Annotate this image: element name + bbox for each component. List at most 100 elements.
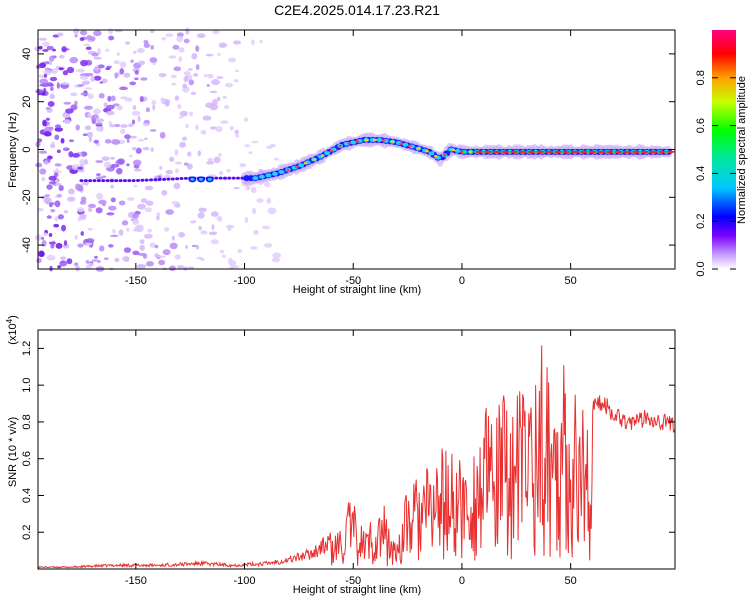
noise-speckle bbox=[133, 184, 138, 188]
ridge-core bbox=[183, 176, 188, 180]
noise-speckle bbox=[164, 227, 170, 232]
ridge-peak bbox=[553, 150, 562, 154]
noise-speckle bbox=[123, 72, 131, 78]
ridge-peak bbox=[407, 144, 412, 148]
ridge-mid bbox=[663, 149, 670, 154]
noise-speckle bbox=[56, 32, 64, 37]
noise-speckle bbox=[108, 35, 115, 41]
noise-speckle bbox=[110, 234, 119, 238]
noise-speckle bbox=[186, 163, 193, 170]
colorbar: 0.0 0.2 0.4 0.6 0.8 Normalized spectral ampl… bbox=[695, 30, 748, 277]
noise-speckle bbox=[93, 75, 102, 81]
ridge-peak bbox=[381, 139, 386, 142]
noise-speckle bbox=[134, 77, 139, 81]
noise-speckle bbox=[149, 129, 157, 132]
snr-x-label: Height of straight line (km) bbox=[293, 584, 421, 596]
noise-speckle bbox=[219, 249, 225, 254]
noise-speckle bbox=[51, 141, 55, 145]
noise-speckle bbox=[165, 33, 174, 38]
noise-speckle bbox=[211, 224, 215, 231]
noise-speckle bbox=[124, 97, 133, 102]
ridge-peak bbox=[527, 150, 536, 154]
noise-speckle bbox=[45, 107, 51, 110]
noise-speckle bbox=[156, 215, 160, 221]
noise-speckle bbox=[253, 229, 259, 236]
noise-speckle bbox=[56, 149, 61, 154]
ridge-core bbox=[170, 177, 175, 181]
figure-title: C2E4.2025.014.17.23.R21 bbox=[274, 2, 440, 18]
ridge-peak bbox=[416, 147, 421, 150]
spectrogram-y-label: Frequency (Hz) bbox=[7, 112, 19, 188]
noise-speckle bbox=[55, 195, 61, 198]
noise-speckle bbox=[101, 156, 110, 161]
noise-speckle bbox=[250, 246, 258, 250]
ridge-core bbox=[162, 177, 167, 181]
noise-speckle bbox=[179, 110, 188, 117]
noise-speckle bbox=[73, 28, 80, 34]
ridge-peak bbox=[510, 150, 519, 154]
noise-speckle bbox=[54, 216, 59, 222]
ridge-peak bbox=[614, 150, 623, 154]
noise-speckle bbox=[217, 52, 221, 56]
ridge-mid bbox=[258, 174, 265, 179]
ridge-core bbox=[114, 179, 119, 183]
noise-speckle bbox=[74, 234, 78, 240]
noise-speckle bbox=[125, 259, 130, 262]
noise-speckle bbox=[173, 182, 181, 190]
noise-speckle bbox=[108, 205, 117, 211]
noise-speckle bbox=[92, 114, 99, 120]
noise-speckle bbox=[54, 200, 61, 208]
colorbar-gradient bbox=[712, 30, 736, 269]
ridge-core bbox=[101, 179, 106, 183]
noise-speckle bbox=[244, 144, 251, 148]
noise-speckle bbox=[224, 82, 234, 88]
ridge-peak bbox=[518, 150, 527, 154]
ridge-core bbox=[144, 178, 149, 182]
noise-speckle bbox=[79, 37, 85, 42]
noise-speckle bbox=[76, 68, 86, 73]
noise-speckle bbox=[196, 33, 206, 39]
ridge-peak bbox=[475, 150, 484, 154]
spectrogram-x-tick-label: 50 bbox=[565, 275, 577, 287]
noise-speckle bbox=[144, 185, 154, 191]
noise-speckle bbox=[104, 139, 112, 144]
noise-speckle bbox=[154, 253, 159, 258]
noise-speckle bbox=[261, 225, 271, 230]
noise-speckle bbox=[191, 244, 197, 248]
noise-speckle bbox=[88, 135, 93, 143]
noise-speckle bbox=[142, 123, 150, 127]
noise-speckle bbox=[229, 125, 234, 131]
ridge-core bbox=[96, 179, 101, 183]
noise-speckle bbox=[197, 150, 202, 157]
noise-speckle bbox=[91, 52, 99, 57]
ridge-core bbox=[118, 179, 123, 183]
ridge-core bbox=[149, 178, 154, 182]
noise-speckle bbox=[111, 138, 121, 145]
noise-speckle bbox=[48, 60, 53, 66]
noise-speckle bbox=[43, 88, 47, 92]
ridge-core bbox=[88, 179, 93, 183]
noise-speckle bbox=[120, 124, 128, 128]
noise-speckle bbox=[61, 46, 67, 53]
noise-speckle bbox=[74, 34, 78, 38]
noise-speckle bbox=[266, 197, 272, 204]
noise-speckle bbox=[45, 117, 50, 121]
noise-speckle bbox=[190, 91, 197, 95]
noise-speckle bbox=[133, 168, 142, 172]
noise-speckle bbox=[58, 184, 64, 192]
noise-speckle bbox=[108, 244, 114, 248]
noise-speckle bbox=[151, 99, 157, 106]
snr-x-tick-label: -100 bbox=[234, 575, 256, 587]
noise-speckle bbox=[159, 166, 163, 170]
noise-speckle bbox=[169, 156, 175, 162]
noise-speckle bbox=[43, 131, 52, 137]
noise-speckle bbox=[137, 115, 141, 122]
ridge-peak bbox=[657, 150, 666, 154]
noise-speckle bbox=[113, 60, 120, 65]
noise-speckle bbox=[56, 82, 60, 89]
snr-x-ticks: -150 -100 -50 0 50 bbox=[125, 330, 577, 587]
noise-speckle bbox=[103, 161, 112, 169]
noise-speckle bbox=[95, 207, 103, 214]
noise-speckle bbox=[98, 93, 105, 99]
noise-speckle bbox=[54, 134, 60, 141]
